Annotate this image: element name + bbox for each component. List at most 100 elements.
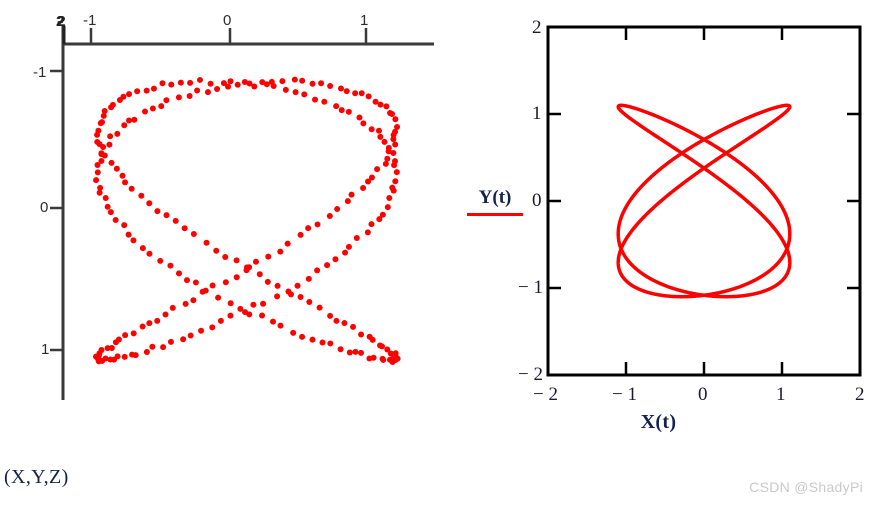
left-scatter-dot	[391, 158, 398, 165]
left-scatter-dot	[163, 97, 170, 104]
left-scatter-dot	[119, 172, 126, 179]
left-scatter-dot	[358, 349, 365, 356]
left-scatter-dot	[252, 258, 259, 265]
left-scatter-dot	[377, 133, 384, 140]
left-scatter-dot	[187, 79, 194, 86]
left-scatter-dot	[141, 108, 148, 115]
right-xtick-label--1: − 1	[612, 384, 637, 405]
left-scatter-dot	[112, 339, 119, 346]
left-scatter-dot	[360, 185, 367, 192]
left-scatter-dot	[183, 277, 190, 284]
right-lissajous-panel: Y(t) 2 1 0 − 1 − 2 − 2 − 1 0 1 2 X(t)	[440, 0, 877, 450]
left-scatter-dot	[209, 282, 216, 289]
left-scatter-dot	[285, 288, 292, 295]
right-xtick-label-0: 0	[698, 384, 708, 405]
left-scatter-dot	[383, 103, 390, 110]
left-scatter-dot	[389, 184, 396, 191]
left-scatter-dot	[394, 123, 401, 130]
left-scatter-dot	[122, 179, 129, 186]
left-scatter-dot	[187, 332, 194, 339]
left-scatter-dot	[104, 345, 111, 352]
left-scatter-dot	[143, 349, 150, 356]
left-scatter-dot	[353, 234, 360, 241]
left-scatter-dot	[264, 278, 271, 285]
left-scatter-dot	[222, 253, 229, 260]
left-xtick-label-0: 0	[223, 12, 232, 29]
left-scatter-dot	[318, 80, 325, 87]
left-scatter-dot	[162, 311, 169, 318]
left-scatter-dot	[101, 107, 108, 114]
left-ytick-label--1: -1	[33, 64, 47, 81]
left-scatter-dot	[365, 178, 372, 185]
left-scatter-dot	[274, 282, 281, 289]
left-scatter-dot	[292, 89, 299, 96]
left-scatter-dot	[190, 230, 197, 237]
left-scatter-dot	[227, 312, 234, 319]
left-scatter-dot	[146, 200, 153, 207]
left-scatter-dot	[309, 336, 316, 343]
csdn-watermark: CSDN @ShadyPi	[749, 479, 863, 495]
lissajous-curve	[616, 103, 792, 299]
left-scatter-dot	[196, 76, 203, 83]
left-scatter-dot	[368, 221, 375, 228]
left-scatter-dot	[172, 217, 179, 224]
left-scatter-dot	[199, 288, 206, 295]
left-scatter-dot	[251, 83, 258, 90]
left-scatter-dot	[256, 271, 263, 278]
left-scatter-dot	[316, 304, 323, 311]
left-scatter-dot	[116, 96, 123, 103]
left-scatter-dot	[237, 305, 244, 312]
left-scatter-dot	[107, 209, 114, 216]
left-scatter-dot	[143, 87, 150, 94]
left-scatter-panel: -2-2 -1 0 1 -1 0 1	[0, 0, 440, 400]
left-scatter-dot	[299, 333, 306, 340]
left-scatter-dot	[104, 203, 111, 210]
left-scatter-dot	[332, 256, 339, 263]
legend: Y(t)	[454, 188, 536, 216]
left-scatter-dot	[341, 320, 348, 327]
left-scatter-dot	[263, 81, 270, 88]
left-scatter-dot	[113, 165, 120, 172]
left-scatter-dot	[114, 130, 121, 137]
left-scatter-dot	[301, 91, 308, 98]
left-scatter-dot	[384, 204, 391, 211]
left-scatter-dot	[138, 192, 145, 199]
left-scatter-dot	[96, 141, 103, 148]
left-scatter-dot	[122, 332, 129, 339]
left-scatter-dot	[181, 225, 188, 232]
left-plot-canvas	[50, 26, 434, 400]
right-xtick-label-1: 1	[776, 384, 786, 405]
left-scatter-dot	[190, 297, 197, 304]
left-scatter-dot	[175, 94, 182, 101]
left-scatter-dot	[327, 340, 334, 347]
left-scatter-dot	[131, 116, 138, 123]
right-ytick-label-2: 2	[532, 17, 542, 38]
left-scatter-dot	[343, 88, 350, 95]
left-scatter-dot	[350, 323, 357, 330]
left-scatter-dot	[220, 80, 227, 87]
left-scatter-dot	[214, 85, 221, 92]
left-scatter-dot	[305, 225, 312, 232]
left-scatter-dot	[125, 117, 132, 124]
left-scatter-dot	[306, 299, 313, 306]
left-scatter-dot	[337, 85, 344, 92]
left-scatter-dot	[98, 157, 105, 164]
x-axis-title: X(t)	[640, 411, 677, 433]
left-xtick-label--1: -1	[83, 12, 97, 29]
left-scatter-dot	[365, 93, 372, 100]
left-scatter-dot	[299, 77, 306, 84]
left-scatter-dot	[93, 177, 100, 184]
left-scatter-dot	[369, 336, 376, 343]
legend-color-swatch-red	[467, 212, 523, 216]
left-scatter-dot	[160, 344, 167, 351]
left-scatter-dot	[384, 155, 391, 162]
left-scatter-dot	[167, 338, 174, 345]
right-ytick-label--2: − 2	[518, 364, 543, 385]
left-ytick-label-0: 0	[40, 199, 49, 216]
left-scatter-dot	[204, 89, 211, 96]
left-scatter-dot	[215, 294, 222, 301]
left-scatter-dot	[198, 327, 205, 334]
left-scatter-dot	[376, 216, 383, 223]
left-scatter-dot	[389, 110, 396, 117]
left-scatter-dot	[97, 184, 104, 191]
